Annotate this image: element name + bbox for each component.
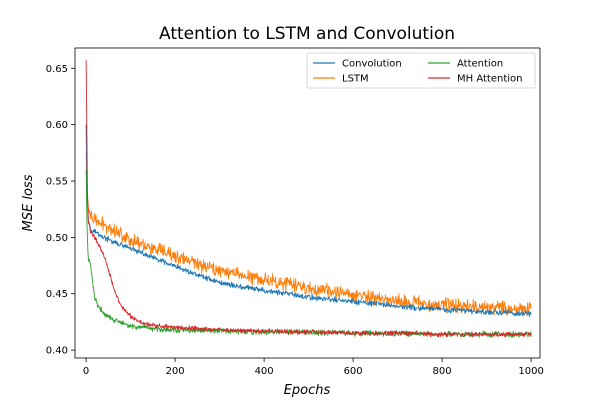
legend: Convolution Attention LSTM MH Attention xyxy=(306,52,536,89)
y-tick-label: 0.50 xyxy=(46,233,68,244)
series-line-convolution xyxy=(85,124,532,317)
x-tick-label: 800 xyxy=(433,366,452,377)
y-axis-label: MSE loss xyxy=(21,174,36,231)
legend-label: Attention xyxy=(457,59,503,70)
x-tick-label: 0 xyxy=(83,366,89,377)
x-axis: 0 200 400 600 800 1000 xyxy=(83,358,544,377)
plot-frame xyxy=(74,47,541,359)
y-tick-label: 0.55 xyxy=(46,177,68,188)
plot-area xyxy=(85,60,532,339)
y-tick-label: 0.65 xyxy=(46,64,68,75)
legend-box xyxy=(306,52,536,89)
legend-label: Convolution xyxy=(342,59,402,70)
y-tick-label: 0.60 xyxy=(46,120,68,131)
legend-label: LSTM xyxy=(342,74,369,85)
legend-label: MH Attention xyxy=(457,74,522,85)
x-tick-label: 200 xyxy=(166,366,185,377)
x-tick-label: 1000 xyxy=(518,366,543,377)
series-line-mh-attention xyxy=(85,60,532,338)
x-tick-label: 600 xyxy=(344,366,363,377)
x-axis-label: Epochs xyxy=(284,383,331,398)
series-layer xyxy=(85,60,532,339)
y-tick-label: 0.45 xyxy=(46,289,68,300)
y-axis: 0.40 0.45 0.50 0.55 0.60 0.65 xyxy=(46,64,75,357)
y-tick-label: 0.40 xyxy=(46,346,68,357)
x-tick-label: 400 xyxy=(255,366,274,377)
chart-title: Attention to LSTM and Convolution xyxy=(159,24,455,44)
